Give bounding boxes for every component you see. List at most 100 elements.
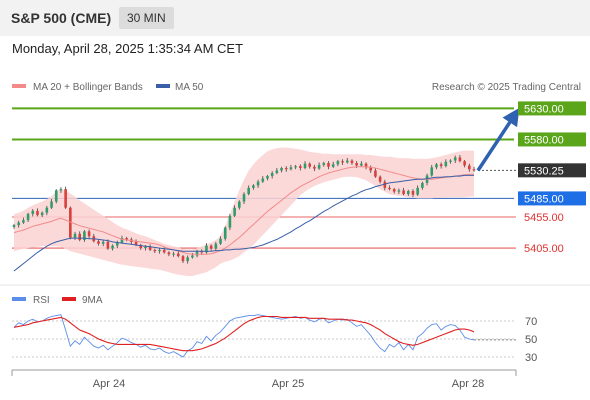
candle-body (322, 163, 326, 165)
candle-body (463, 161, 466, 166)
candle-body (270, 172, 274, 177)
moving-averages (13, 107, 520, 272)
candle-body (17, 222, 20, 226)
level-box-5485.00 (518, 191, 586, 206)
candle-body (233, 207, 236, 216)
candle-body (40, 212, 44, 216)
candle-body (181, 256, 185, 262)
candle-body (406, 190, 410, 195)
candle-body (468, 165, 471, 170)
candle-body (350, 160, 354, 164)
candle-body (73, 233, 77, 238)
legend-9ma-swatch (62, 297, 76, 301)
candle-body (247, 187, 250, 195)
candle-body (402, 190, 405, 195)
candle-body (115, 242, 119, 246)
candle-body (195, 251, 199, 256)
candle-body (331, 164, 335, 167)
candle-body (158, 249, 161, 252)
candle-body (472, 169, 476, 171)
candle-body (54, 190, 58, 202)
candle-body (369, 167, 373, 171)
candle-body (83, 231, 86, 240)
ma20-line (13, 166, 474, 255)
level-label-5630.00: 5630.00 (524, 103, 564, 115)
candle-body (50, 201, 53, 208)
candle-body (439, 164, 443, 167)
candle-body (167, 252, 171, 255)
candle-body (364, 163, 368, 168)
candle-body (280, 168, 283, 171)
candle-body (378, 176, 382, 182)
candle-body (242, 194, 246, 202)
candle-body (176, 253, 180, 257)
legend-ma50-label: MA 50 (175, 82, 204, 93)
timeframe-button[interactable]: 30 MIN (119, 7, 174, 29)
candle-body (421, 182, 424, 188)
candle-body (313, 166, 316, 169)
candle-body (397, 190, 401, 192)
candle-body (36, 210, 39, 216)
candle-body (153, 249, 157, 252)
x-tick-apr28: Apr 28 (452, 378, 484, 390)
candle-body (336, 161, 340, 165)
candle-body (219, 238, 222, 244)
candle-body (134, 241, 138, 245)
candle-body (256, 181, 260, 186)
last-price-box (518, 163, 586, 178)
candlesticks (12, 154, 476, 264)
candle-body (64, 189, 67, 208)
candle-body (345, 160, 349, 163)
candle-body (392, 189, 396, 192)
candle-body (101, 241, 105, 244)
rsi-9ma-line (13, 315, 475, 352)
candle-body (435, 164, 438, 168)
legend-9ma-label: 9MA (82, 295, 103, 306)
candle-body (341, 161, 344, 163)
candle-body (59, 189, 63, 191)
candle-body (111, 245, 114, 249)
candle-body (223, 227, 227, 239)
candle-body (120, 238, 124, 243)
candle-body (125, 238, 128, 240)
candle-body (360, 163, 363, 166)
candle-body (200, 251, 204, 253)
level-labels: 5630.00 5580.00 5530.25 5485.00 5455.00 5405.… (518, 101, 586, 255)
candle-body (144, 246, 147, 249)
rsi-line (13, 314, 475, 358)
candle-body (430, 167, 434, 176)
candle-body (383, 181, 387, 188)
bollinger-bands (14, 147, 474, 276)
instrument-title: S&P 500 (CME) (11, 10, 112, 26)
level-box-5580.00 (518, 132, 586, 147)
candle-body (299, 166, 302, 168)
candle-body (275, 170, 279, 173)
candle-body (266, 176, 269, 179)
legend-ma20-label: MA 20 + Bollinger Bands (33, 82, 143, 93)
candle-body (374, 170, 377, 177)
candle-body (214, 243, 218, 249)
candle-body (449, 160, 452, 162)
rsi-panel: 70 50 30 (12, 314, 537, 364)
candle-body (87, 231, 91, 237)
candle-body (238, 201, 241, 208)
candle-body (186, 257, 189, 262)
candle-body (191, 255, 194, 258)
level-label-5485.00: 5485.00 (524, 193, 564, 205)
candle-body (205, 245, 208, 253)
source-credit: Research © 2025 Trading Central (432, 82, 581, 93)
candle-body (355, 163, 358, 166)
candle-body (317, 164, 321, 169)
candle-body (411, 190, 415, 195)
rsi-tick-30: 30 (525, 352, 537, 364)
ma50-line (13, 174, 474, 272)
candle-body (388, 187, 391, 190)
candle-body (327, 163, 330, 167)
rsi-tick-50: 50 (525, 334, 537, 346)
legend-ma20-swatch (12, 84, 26, 88)
candle-body (252, 185, 255, 188)
candle-body (26, 213, 30, 221)
level-label-5405.00: 5405.00 (524, 243, 564, 255)
candle-body (69, 207, 72, 238)
